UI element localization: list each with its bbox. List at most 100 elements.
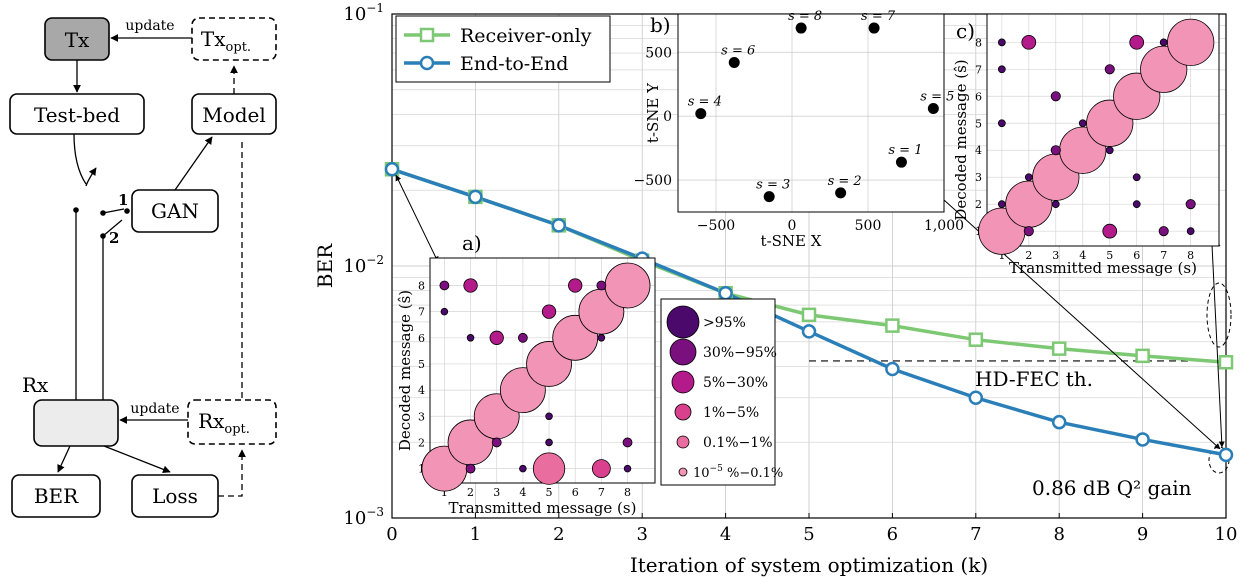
tsne-x-tick: 0 bbox=[788, 218, 797, 234]
matrix-bubble bbox=[545, 412, 553, 421]
matrix-bubble bbox=[1185, 199, 1196, 210]
legend-label: 1%−5% bbox=[703, 405, 759, 421]
tsne-point bbox=[763, 191, 775, 203]
tsne-y-label: t-SNE Y bbox=[644, 82, 662, 143]
x-tick-label: 8 bbox=[1053, 524, 1064, 545]
matrix-bubble bbox=[489, 330, 504, 345]
matrix-c-y-label: Decoded message (ŝ) bbox=[952, 59, 970, 220]
legend-label: >95% bbox=[703, 315, 746, 331]
matrix-x-tick: 5 bbox=[546, 486, 553, 499]
matrix-x-tick: 8 bbox=[624, 486, 631, 499]
matrix-c-panel-label: c) bbox=[956, 19, 975, 43]
matrix-y-tick: 6 bbox=[975, 90, 982, 103]
x-tick-label: 9 bbox=[1137, 524, 1148, 545]
matrix-x-tick: 3 bbox=[1052, 249, 1059, 262]
tsne-point-label: s = 5 bbox=[920, 90, 954, 105]
matrix-c-x-label: Transmitted message (s) bbox=[1009, 259, 1197, 277]
legend-entry: End-to-End bbox=[460, 53, 568, 75]
matrix-bubble bbox=[1024, 173, 1033, 182]
matrix-bubble bbox=[1105, 146, 1114, 155]
ber-block bbox=[11, 474, 101, 518]
matrix-bubble bbox=[1023, 226, 1034, 237]
matrix-bubble bbox=[1021, 34, 1037, 50]
matrix-bubble bbox=[1104, 64, 1115, 75]
svg-text:Rxopt.: Rxopt. bbox=[198, 409, 250, 437]
data-point bbox=[1218, 447, 1234, 463]
matrix-bubble bbox=[1158, 226, 1169, 237]
tsne-point bbox=[835, 187, 847, 199]
x-axis-label: Iteration of system optimization (k) bbox=[630, 553, 988, 577]
data-point bbox=[551, 218, 567, 233]
matrix-bubble bbox=[1132, 173, 1141, 182]
tx-opt-sub: opt. bbox=[226, 40, 252, 55]
x-tick-label: 6 bbox=[887, 524, 898, 545]
matrix-bubble bbox=[1050, 91, 1061, 102]
matrix-bubble bbox=[517, 332, 528, 343]
rx-opt-label: Rx bbox=[198, 409, 225, 433]
tsne-point-label: s = 2 bbox=[828, 174, 862, 189]
update-top-label: update bbox=[125, 18, 174, 34]
matrix-x-tick: 7 bbox=[598, 486, 605, 499]
matrix-bubble bbox=[1129, 34, 1145, 50]
y-tick-label: 10−3 bbox=[343, 505, 384, 529]
matrix-bubble bbox=[623, 464, 632, 473]
matrix-x-tick: 3 bbox=[493, 486, 500, 499]
data-point bbox=[468, 189, 483, 205]
matrix-y-tick: 7 bbox=[418, 306, 425, 319]
tsne-y-tick: −500 bbox=[634, 173, 672, 189]
data-point bbox=[1051, 414, 1067, 430]
tsne-point bbox=[728, 57, 740, 69]
data-point bbox=[885, 318, 900, 333]
data-point bbox=[1051, 341, 1067, 356]
tsne-x-label: t-SNE X bbox=[761, 232, 822, 250]
tsne-inset: −500 0 500 1,000 −500 0 500 t-SNE X t-SNE Y b) s =… bbox=[634, 9, 965, 250]
model-label: Model bbox=[202, 103, 266, 127]
bubble-legend: >95% 30%−95% 5%−30% 1%−5% 0.1%−1% 10−5 %−0.1% bbox=[660, 298, 783, 486]
data-point bbox=[801, 324, 817, 339]
x-tick-label: 0 bbox=[386, 524, 397, 545]
y-tick-label: 10−1 bbox=[343, 1, 384, 25]
legend-bubble bbox=[678, 467, 688, 477]
x-tick-label: 7 bbox=[970, 524, 981, 545]
testbed-label: Test-bed bbox=[34, 103, 120, 127]
update-bottom-label: update bbox=[130, 401, 179, 417]
matrix-bubble bbox=[541, 304, 557, 319]
matrix-x-tick: 4 bbox=[1079, 249, 1086, 262]
legend-label: 5%−30% bbox=[703, 375, 768, 391]
matrix-y-tick: 3 bbox=[418, 410, 425, 423]
tsne-point bbox=[795, 22, 807, 34]
matrix-x-tick: 8 bbox=[1187, 249, 1194, 262]
matrix-y-tick: 4 bbox=[975, 144, 982, 157]
gain-label: 0.86 dB Q² gain bbox=[1032, 476, 1192, 500]
matrix-bubble bbox=[532, 452, 566, 485]
tx-opt-label: Tx bbox=[201, 27, 226, 51]
matrix-bubble bbox=[591, 459, 611, 479]
tsne-point bbox=[868, 22, 880, 34]
x-tick-label: 5 bbox=[803, 524, 814, 545]
data-point bbox=[384, 162, 400, 177]
tsne-point-label: s = 7 bbox=[861, 9, 896, 24]
matrix-a-y-label: Decoded message (ŝ) bbox=[396, 290, 414, 451]
matrix-x-tick: 2 bbox=[1025, 249, 1032, 262]
matrix-y-tick: 8 bbox=[975, 36, 982, 49]
matrix-x-tick: 7 bbox=[1160, 249, 1167, 262]
rx-opt-block bbox=[187, 399, 277, 445]
tsne-point bbox=[927, 103, 939, 115]
matrix-bubble bbox=[997, 200, 1006, 209]
matrix-bubble bbox=[1186, 227, 1195, 236]
matrix-bubble bbox=[491, 437, 502, 448]
tsne-point-label: s = 1 bbox=[888, 143, 922, 158]
x-tick-label: 3 bbox=[636, 524, 647, 545]
matrix-bubble bbox=[597, 334, 606, 342]
matrix-x-tick: 4 bbox=[519, 486, 526, 499]
data-point bbox=[1135, 432, 1150, 447]
matrix-bubble bbox=[997, 119, 1006, 128]
switch-2-label: 2 bbox=[109, 229, 119, 247]
matrix-bubble bbox=[519, 464, 527, 473]
matrix-bubble bbox=[440, 307, 449, 316]
data-point bbox=[885, 361, 900, 377]
rx-block bbox=[33, 399, 119, 447]
matrix-bubble bbox=[1102, 223, 1118, 239]
matrix-x-tick: 2 bbox=[467, 486, 474, 499]
tsne-point bbox=[695, 108, 707, 120]
